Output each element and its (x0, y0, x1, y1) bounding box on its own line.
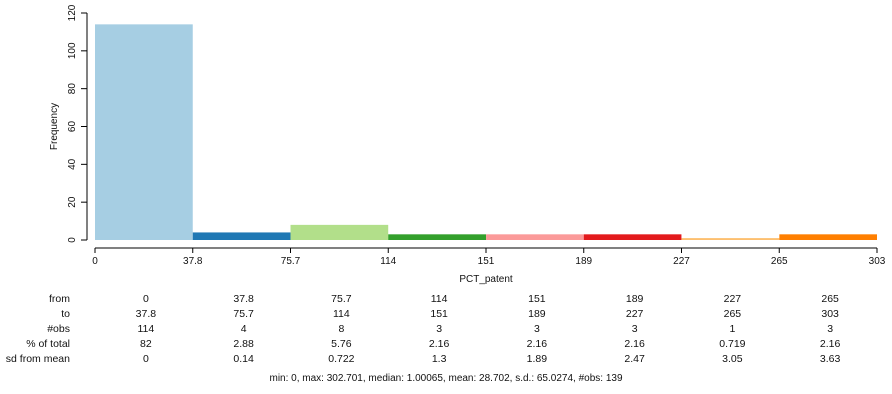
x-tick-label: 189 (575, 256, 592, 267)
stats-cell: 1 (729, 322, 736, 335)
y-tick-label: 40 (67, 158, 78, 170)
histogram-bar (681, 238, 780, 240)
y-tick-label: 0 (67, 237, 78, 243)
stats-cell: 8 (338, 322, 345, 335)
stats-cell: 114 (137, 322, 155, 335)
y-tick-label: 100 (67, 42, 78, 59)
x-tick-label: 227 (673, 256, 690, 267)
stats-cell: 2.16 (428, 337, 450, 350)
stats-cell: 2.16 (624, 337, 645, 350)
stats-spacer (70, 321, 97, 336)
stats-row: % of total 82 2.88 5.76 2.16 2.16 2.16 0.719 2.1… (0, 336, 879, 351)
y-tick-label: 120 (67, 4, 78, 21)
x-tick-label: 303 (869, 256, 886, 267)
stats-cell: 0 (142, 292, 149, 305)
stats-cell: 3 (827, 322, 834, 335)
stats-cell: 0 (142, 352, 149, 365)
stats-cell: 1.3 (431, 352, 447, 365)
stats-cell: 3 (533, 322, 540, 335)
stats-row: #obs 114 4 8 3 3 3 1 3 (0, 321, 879, 336)
stats-row-label: #obs (47, 322, 70, 335)
x-tick-label: 37.8 (183, 256, 203, 267)
stats-cell: 0.14 (233, 352, 254, 365)
x-tick-label: 114 (380, 256, 396, 267)
stats-cell: 3 (631, 322, 638, 335)
stats-cell: 114 (333, 307, 350, 320)
stats-cell: 82 (140, 337, 152, 350)
histogram-bar (388, 234, 487, 240)
stats-spacer (70, 306, 97, 321)
stats-cell: 75.7 (233, 307, 254, 320)
stats-table: from 0 37.8 75.7 114 151 189 227 265 to 37.8 75.7 11… (0, 291, 892, 366)
stats-cell: 151 (430, 307, 448, 320)
histogram-bar (192, 232, 291, 240)
histogram-bar (583, 234, 682, 240)
stats-cell: 114 (430, 292, 448, 305)
stats-cell: 2.16 (526, 337, 548, 350)
stats-cell: 37.8 (233, 292, 254, 305)
stats-spacer (70, 336, 97, 351)
stats-row: from 0 37.8 75.7 114 151 189 227 265 (0, 291, 879, 306)
stats-cell: 2.16 (819, 337, 841, 350)
stats-spacer (70, 291, 97, 306)
x-tick-label: 265 (771, 256, 788, 267)
stats-cell: 2.47 (624, 352, 645, 365)
x-tick-label: 0 (92, 256, 98, 267)
histogram-bar (486, 234, 584, 240)
stats-spacer (70, 351, 97, 366)
stats-row: sd from mean 0 0.14 0.722 1.3 1.89 2.47 3.05 3.6… (0, 351, 879, 366)
stats-cell: 227 (625, 307, 644, 320)
histogram-bar (779, 234, 877, 240)
y-tick-label: 60 (67, 121, 78, 133)
summary-line: min: 0, max: 302.701, median: 1.00065, m… (269, 373, 623, 384)
stats-cell: 303 (821, 307, 839, 320)
stats-cell: 0.722 (328, 352, 355, 365)
stats-cell: 265 (821, 292, 839, 305)
histogram-chart: 0 37.8 75.7 114 151 189 227 265 303 PCT_patent 0 20… (49, 4, 886, 285)
stats-cell: 5.76 (331, 337, 352, 350)
stats-cell: 1.89 (526, 352, 548, 365)
stats-cell: 2.88 (233, 337, 254, 350)
stats-cell: 0.719 (719, 337, 746, 350)
stats-row: to 37.8 75.7 114 151 189 227 265 303 (0, 306, 879, 321)
stats-cell: 75.7 (331, 292, 352, 305)
stats-cell: 37.8 (135, 307, 157, 320)
y-axis-label: Frequency (49, 103, 60, 150)
stats-cell: 3 (436, 322, 443, 335)
histogram-bar (95, 24, 193, 240)
stats-cell: 189 (625, 292, 644, 305)
stats-cell: 3.63 (819, 352, 841, 365)
y-tick-label: 80 (67, 83, 78, 95)
stats-cell: 4 (240, 322, 247, 335)
stats-cell: 151 (528, 292, 546, 305)
stats-cell: 3.05 (722, 352, 743, 365)
histogram-bar (290, 224, 389, 240)
stats-row-label: to (61, 307, 70, 320)
stats-cell: 265 (723, 307, 742, 320)
x-axis-label: PCT_patent (459, 274, 513, 285)
stats-cell: 227 (723, 292, 742, 305)
y-tick-label: 20 (67, 196, 78, 208)
stats-row-label: from (49, 292, 70, 305)
stats-row-label: % of total (26, 337, 70, 350)
x-tick-label: 151 (478, 256, 495, 267)
x-tick-label: 75.7 (281, 256, 301, 267)
stats-row-label: sd from mean (5, 352, 70, 365)
stats-cell: 189 (528, 307, 546, 320)
